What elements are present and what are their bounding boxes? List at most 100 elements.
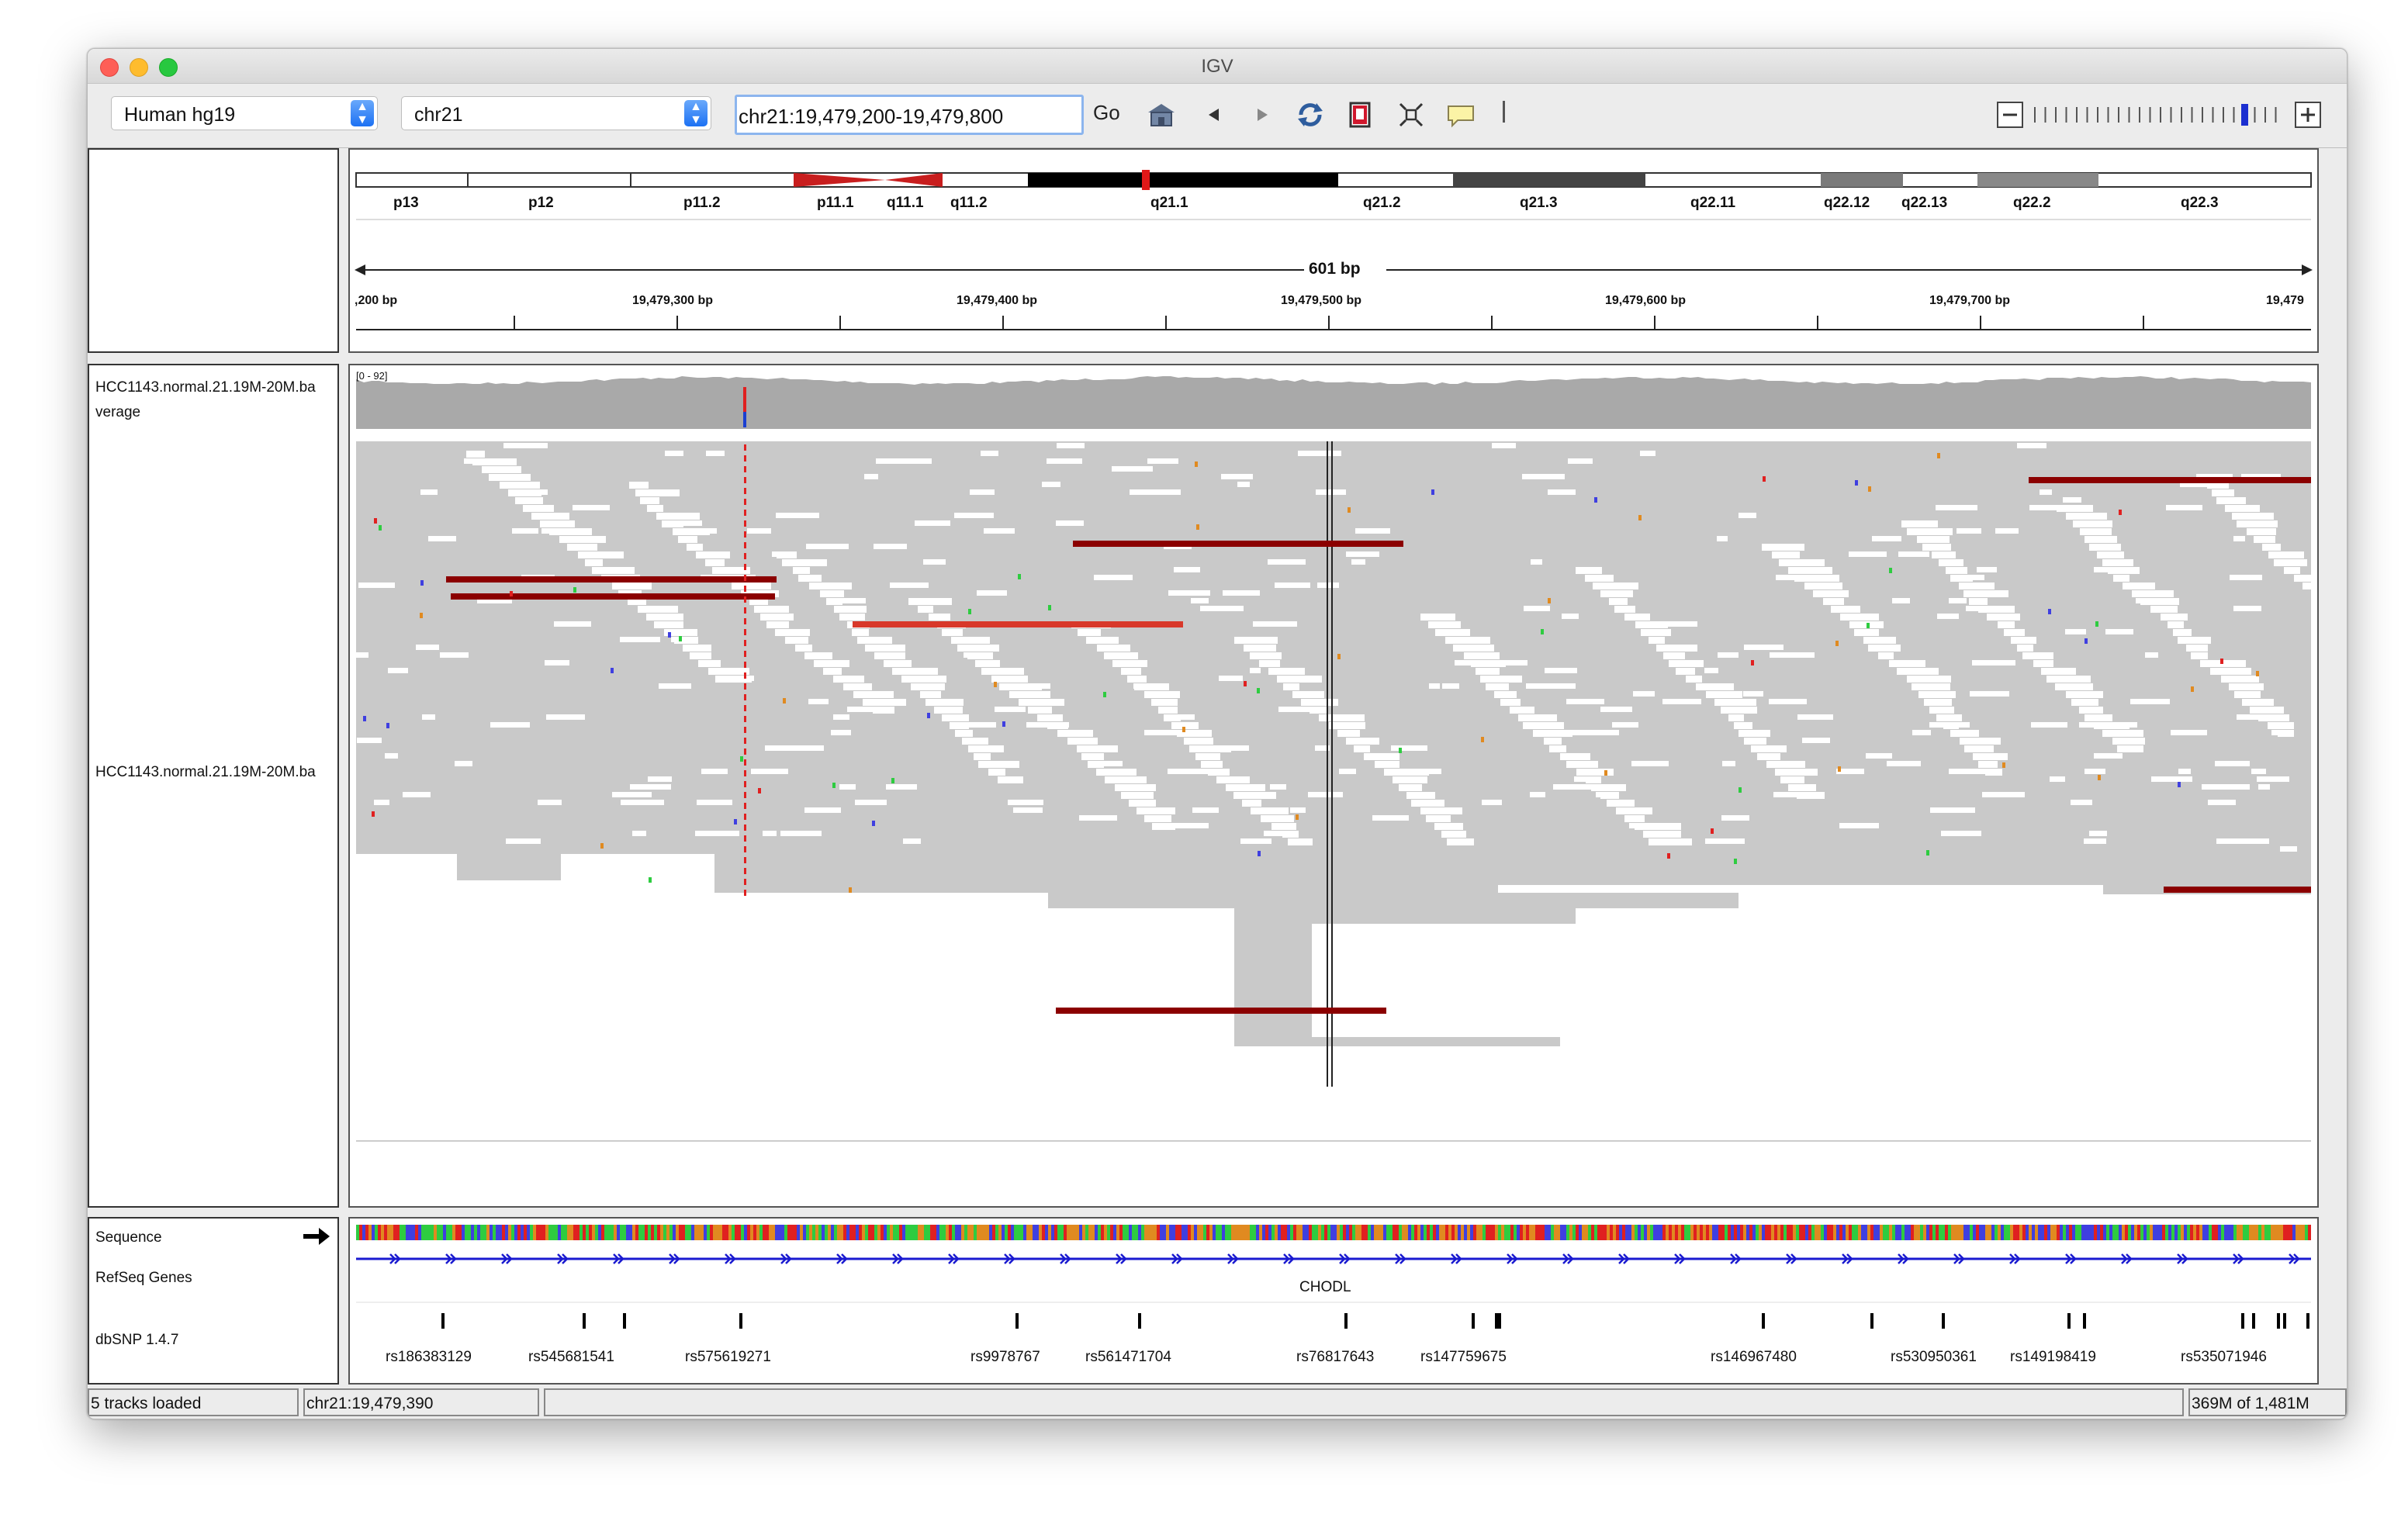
strand-chevron (2177, 1253, 2188, 1264)
strand-arrow-icon[interactable] (303, 1228, 330, 1245)
sequence-base (1361, 1225, 1365, 1240)
read-gap (1917, 536, 1949, 541)
sequence-base (1268, 1225, 1271, 1240)
roi-icon[interactable] (1344, 99, 1375, 130)
dbsnp-track-name[interactable]: dbSNP 1.4.7 (95, 1332, 179, 1348)
read-gap (995, 707, 1026, 712)
read-gap (978, 761, 1019, 768)
alignment-track-name[interactable]: HCC1143.normal.21.19M-20M.ba (95, 764, 316, 780)
sequence-base (1119, 1225, 1123, 1240)
read-gap (839, 784, 856, 790)
sequence-base (1582, 1225, 1585, 1240)
read-gap (1776, 575, 1810, 580)
zoom-slider[interactable] (1996, 99, 2322, 130)
feature-data-panel[interactable]: CHODL rs186383129 rs545681541 rs57561927… (348, 1217, 2319, 1385)
sequence-base (2088, 1225, 2091, 1240)
minimize-window-button[interactable] (130, 58, 148, 77)
sequence-base (1687, 1225, 1690, 1240)
go-button[interactable]: Go (1093, 101, 1120, 124)
mismatch-mark (1638, 515, 1642, 520)
deletion-read (446, 576, 777, 583)
sequence-base (1784, 1225, 1787, 1240)
sequence-base (682, 1225, 685, 1240)
sequence-base (794, 1225, 797, 1240)
sequence-track-name[interactable]: Sequence (95, 1229, 162, 1246)
read-gap (1969, 598, 1988, 605)
read-gap (1526, 683, 1564, 689)
read-gap (2066, 691, 2103, 698)
read-gap (1946, 567, 1967, 574)
read-gap (1635, 823, 1681, 830)
read-gap (701, 769, 728, 774)
read-gap (1576, 769, 1614, 776)
sequence-base (1178, 1225, 1182, 1240)
zoom-window-button[interactable] (159, 58, 178, 77)
header-name-panel (88, 148, 339, 353)
read-gap (2274, 559, 2307, 566)
chromosome-dropdown[interactable]: chr21 ▲ ▼ (401, 96, 711, 130)
sequence-base (2268, 1225, 2271, 1240)
locus-input[interactable]: chr21:19,479,200-19,479,800 (735, 95, 1084, 135)
read-gap (1780, 776, 1804, 783)
mismatch-mark (744, 662, 746, 668)
sequence-base (1389, 1225, 1393, 1240)
ruler-tick-label: 19,479,400 bp (957, 294, 1038, 307)
close-window-button[interactable] (100, 58, 119, 77)
snp-label: rs9978767 (970, 1349, 1040, 1365)
read-gap (1026, 722, 1069, 728)
read-gap (1250, 652, 1282, 659)
sequence-base (2063, 1225, 2066, 1240)
sequence-base (1560, 1225, 1563, 1240)
sequence-base (483, 1225, 486, 1240)
sequence-base (1988, 1225, 1991, 1240)
mismatch-mark (744, 879, 746, 885)
ideogram-ruler-panel[interactable]: p13 p12 p11.2 p11.1 q11.1 q11.2 q21.1 q2… (348, 148, 2319, 353)
sequence-base (1867, 1225, 1870, 1240)
read-gap (1568, 730, 1602, 735)
back-icon[interactable] (1199, 99, 1230, 130)
sequence-base (930, 1225, 933, 1240)
read-gap (1411, 800, 1444, 807)
home-icon[interactable] (1146, 99, 1177, 130)
memory-box[interactable]: 369M of 1,481M (2188, 1388, 2347, 1416)
refresh-icon[interactable] (1295, 99, 1326, 130)
mismatch-mark (1604, 770, 1607, 776)
read-gap (1963, 590, 2008, 597)
sequence-base (2140, 1225, 2143, 1240)
coverage-track-name[interactable]: HCC1143.normal.21.19M-20M.ba (95, 379, 316, 396)
sequence-base (1293, 1225, 1296, 1240)
sequence-base (1703, 1225, 1706, 1240)
genome-dropdown[interactable]: Human hg19 ▲ ▼ (111, 96, 378, 130)
mismatch-mark (744, 716, 746, 722)
read-gap (1531, 559, 1542, 565)
resize-icon[interactable] (1396, 99, 1427, 130)
popup-text-icon[interactable] (1445, 99, 1476, 130)
sequence-base (555, 1225, 558, 1240)
snp-label: rs146967480 (1711, 1349, 1797, 1365)
sequence-base (2072, 1225, 2075, 1240)
sequence-base (2022, 1225, 2026, 1240)
sequence-base (2159, 1225, 2162, 1240)
read-gap (1751, 745, 1787, 752)
sequence-base (1756, 1225, 1759, 1240)
mismatch-mark (744, 672, 746, 679)
read-gap (1924, 699, 1952, 706)
read-gap (1130, 489, 1168, 495)
sequence-base (1979, 1225, 1982, 1240)
forward-icon[interactable] (1247, 99, 1278, 130)
mismatch-mark (2002, 762, 2005, 768)
alignment-data-panel[interactable]: [0 - 92] (348, 364, 2319, 1208)
read-gap (934, 707, 963, 714)
mismatch-mark (891, 778, 894, 783)
sequence-base (1405, 1225, 1408, 1240)
read-gap (1849, 551, 1887, 557)
read-gap (673, 528, 710, 535)
refseq-track-name[interactable]: RefSeq Genes (95, 1270, 192, 1286)
read-gap (1831, 606, 1860, 613)
read-gap (665, 451, 683, 456)
mismatch-mark (1868, 486, 1871, 492)
read-gap (1721, 707, 1757, 714)
sequence-base (1762, 1225, 1765, 1240)
read-gap (701, 528, 717, 534)
read-gap (874, 544, 907, 549)
